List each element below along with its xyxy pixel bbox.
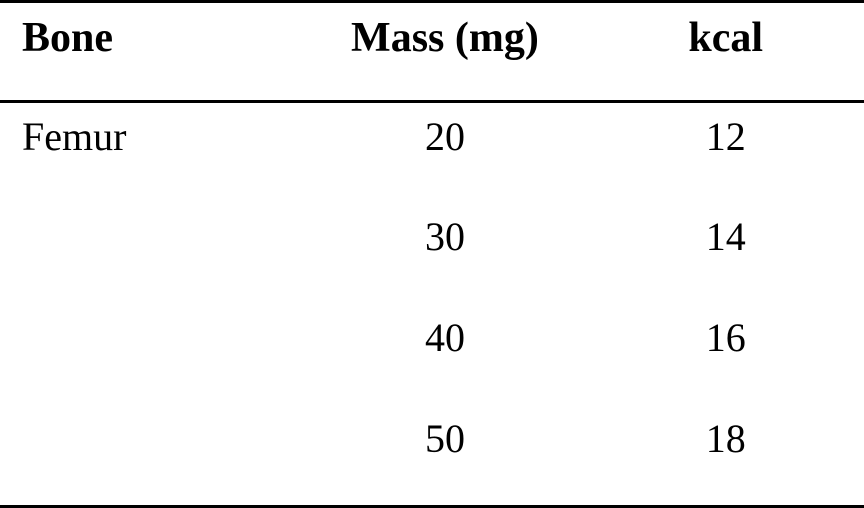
- column-header-mass: Mass (mg): [302, 2, 587, 102]
- cell-kcal: 18: [588, 405, 864, 506]
- data-table-container: Bone Mass (mg) kcal Femur 20 12 30 14 40…: [0, 0, 864, 508]
- table-row: 30 14: [0, 203, 864, 304]
- data-table: Bone Mass (mg) kcal Femur 20 12 30 14 40…: [0, 0, 864, 508]
- cell-bone: [0, 405, 302, 506]
- table-row: 50 18: [0, 405, 864, 506]
- cell-mass: 30: [302, 203, 587, 304]
- cell-bone: Femur: [0, 102, 302, 203]
- cell-kcal: 12: [588, 102, 864, 203]
- cell-bone: [0, 203, 302, 304]
- column-header-bone: Bone: [0, 2, 302, 102]
- cell-kcal: 16: [588, 304, 864, 405]
- table-row: Femur 20 12: [0, 102, 864, 203]
- cell-mass: 40: [302, 304, 587, 405]
- cell-bone: [0, 304, 302, 405]
- table-row: 40 16: [0, 304, 864, 405]
- cell-mass: 20: [302, 102, 587, 203]
- table-header-row: Bone Mass (mg) kcal: [0, 2, 864, 102]
- column-header-kcal: kcal: [588, 2, 864, 102]
- cell-kcal: 14: [588, 203, 864, 304]
- cell-mass: 50: [302, 405, 587, 506]
